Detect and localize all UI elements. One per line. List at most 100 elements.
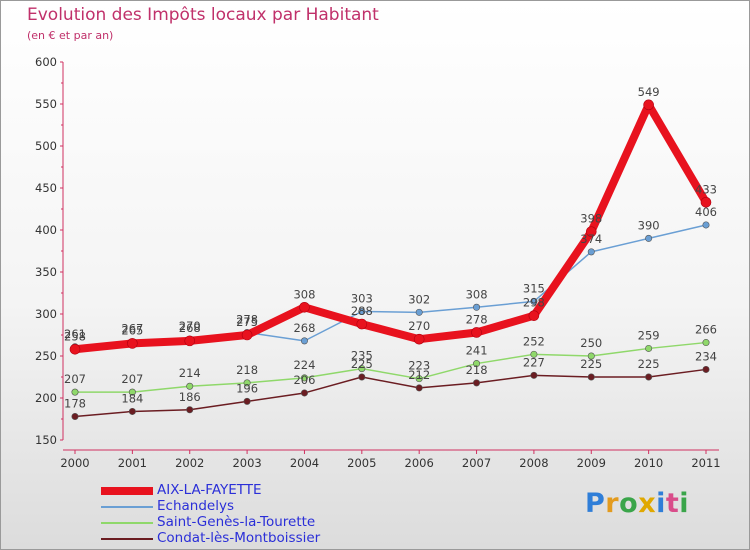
data-label: 549 [638, 85, 660, 99]
data-label: 278 [236, 312, 258, 326]
data-point [700, 196, 712, 208]
data-label: 207 [64, 372, 86, 386]
data-label: 225 [580, 357, 602, 371]
y-tick-label: 400 [35, 223, 57, 237]
data-point [69, 343, 81, 355]
data-point [585, 226, 597, 237]
x-tick-label: 2010 [634, 456, 663, 470]
logo-letter: o [619, 488, 639, 519]
y-tick-label: 600 [35, 55, 57, 69]
data-point [415, 375, 423, 383]
logo-letter: r [605, 488, 620, 519]
data-point [473, 303, 481, 311]
proxiti-logo: Proxiti [585, 488, 689, 519]
data-label: 196 [236, 381, 258, 395]
data-label: 288 [351, 304, 373, 318]
data-label: 227 [523, 355, 545, 369]
data-label: 241 [466, 344, 488, 358]
data-point [186, 406, 194, 414]
data-point [71, 388, 79, 396]
data-point [645, 373, 653, 381]
data-point [645, 234, 653, 242]
data-point [127, 338, 138, 349]
y-tick-label: 500 [35, 139, 57, 153]
data-label: 206 [293, 373, 315, 387]
data-point [413, 333, 425, 345]
x-tick-label: 2004 [290, 456, 319, 470]
data-label: 184 [121, 391, 143, 405]
data-label: 186 [179, 390, 201, 404]
data-point [300, 389, 308, 397]
data-label: 250 [580, 336, 602, 350]
data-point [356, 318, 368, 330]
x-tick-label: 2008 [519, 456, 548, 470]
data-label: 178 [64, 396, 86, 410]
data-label: 433 [695, 182, 717, 196]
data-label: 267 [121, 322, 143, 336]
data-label: 223 [408, 359, 430, 373]
data-point [528, 310, 540, 321]
y-tick-label: 300 [35, 307, 57, 321]
data-point [702, 221, 710, 229]
series-line [71, 100, 710, 354]
data-label: 275 [236, 315, 258, 329]
data-point [186, 382, 194, 390]
data-point [587, 373, 595, 381]
x-tick-label: 2000 [60, 456, 89, 470]
data-label: 234 [695, 349, 717, 363]
logo-letter: x [638, 488, 657, 519]
data-point [702, 365, 710, 373]
data-point [128, 388, 136, 396]
logo-letter: i [679, 488, 690, 519]
data-label: 398 [580, 212, 602, 226]
data-point [587, 352, 595, 360]
data-point [299, 301, 310, 313]
y-tick-label: 250 [35, 349, 57, 363]
legend-label-aix: AIX-LA-FAYETTE [157, 482, 262, 498]
data-label: 214 [179, 366, 201, 380]
data-label: 298 [523, 296, 545, 310]
data-point [358, 307, 366, 315]
data-point [473, 360, 481, 368]
data-point [300, 374, 308, 382]
data-label: 218 [466, 363, 488, 377]
logo-letter: i [656, 488, 666, 519]
data-label: 268 [293, 321, 315, 335]
legend-swatch-echandelys [101, 506, 153, 508]
legend-item-echandelys: Echandelys [101, 498, 401, 515]
logo-letter: P [585, 488, 606, 519]
legend-label-condat: Condat-lès-Montboissier [157, 530, 321, 546]
logo-letter: t [665, 488, 680, 519]
y-tick-label: 150 [35, 433, 57, 447]
data-point [128, 407, 136, 415]
data-point [243, 397, 251, 405]
data-label: 252 [523, 334, 545, 348]
data-label: 268 [179, 321, 201, 335]
legend-item-saint-genes: Saint-Genès-la-Tourette [101, 514, 401, 531]
data-label: 303 [351, 291, 373, 305]
data-point [415, 308, 423, 316]
x-tick-label: 2011 [691, 456, 720, 470]
legend-swatch-aix [101, 487, 153, 495]
data-point [587, 248, 595, 256]
data-label: 374 [580, 232, 602, 246]
series-line [74, 368, 707, 418]
data-label: 302 [408, 292, 430, 306]
data-point [300, 337, 308, 345]
data-point [530, 350, 538, 358]
data-point [241, 329, 253, 341]
data-label: 390 [638, 218, 660, 232]
data-point [415, 384, 423, 392]
data-point [530, 371, 538, 379]
data-point [530, 297, 538, 305]
chart-title: Evolution des Impôts locaux par Habitant [27, 5, 379, 25]
data-label: 270 [179, 319, 201, 333]
data-point [702, 339, 710, 347]
legend-label-echandelys: Echandelys [157, 498, 234, 514]
chart-subtitle: (en € et par an) [27, 29, 114, 42]
data-label: 259 [638, 328, 660, 342]
y-tick-label: 450 [35, 181, 57, 195]
data-label: 278 [466, 312, 488, 326]
x-tick-label: 2009 [577, 456, 606, 470]
